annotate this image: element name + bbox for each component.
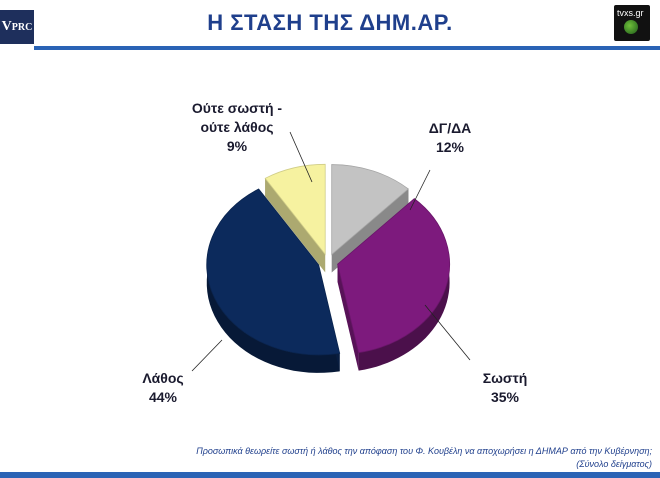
- slice-label-1-1: 35%: [491, 389, 520, 405]
- header-divider: [34, 46, 660, 50]
- page-title: Η ΣΤΑΣΗ ΤΗΣ ΔΗΜ.ΑΡ.: [207, 10, 453, 35]
- leader-line-1: [424, 304, 471, 361]
- pie-slice-2: [206, 188, 341, 356]
- tvxs-logo: tvxs.gr: [614, 5, 650, 41]
- slice-label-3-2: 9%: [227, 138, 248, 154]
- pie-slice-3: [264, 163, 326, 256]
- pie-slice-side-1: [358, 198, 450, 371]
- pie-slice-wall-1-1: [337, 264, 359, 371]
- leader-line-2: [191, 339, 223, 372]
- pie-slice-wall-3-0: [265, 178, 326, 273]
- chart-footnote: Προσωπικά θεωρείτε σωστή ή λάθος την από…: [196, 445, 652, 471]
- slice-label-3-0: Ούτε σωστή -: [192, 100, 282, 116]
- slice-label-1-0: Σωστή: [483, 370, 528, 386]
- vprc-logo: V PRC: [0, 10, 34, 44]
- sample-base: (Σύνολο δείγματος): [576, 459, 652, 469]
- footer-divider: [0, 472, 660, 478]
- slice-label-3-1: ούτε λάθος: [200, 119, 273, 135]
- globe-icon: [624, 20, 638, 34]
- tvxs-logo-text: tvxs.gr: [617, 8, 644, 18]
- slice-label-2-1: 44%: [149, 389, 178, 405]
- vprc-logo-prc: PRC: [11, 21, 33, 33]
- pie-slice-0: [331, 164, 409, 256]
- leader-line-3: [289, 131, 313, 183]
- pie-slice-wall-0-1: [331, 188, 409, 273]
- pie-tops: [206, 163, 450, 356]
- pie-slice-1: [337, 198, 450, 354]
- slice-label-0-1: 12%: [436, 139, 465, 155]
- slice-label-2-0: Λάθος: [142, 370, 183, 386]
- survey-question: Προσωπικά θεωρείτε σωστή ή λάθος την από…: [196, 446, 652, 456]
- vprc-logo-v: V: [1, 19, 12, 34]
- leader-line-0: [409, 169, 431, 211]
- slice-label-0-0: ΔΓ/ΔΑ: [429, 120, 472, 136]
